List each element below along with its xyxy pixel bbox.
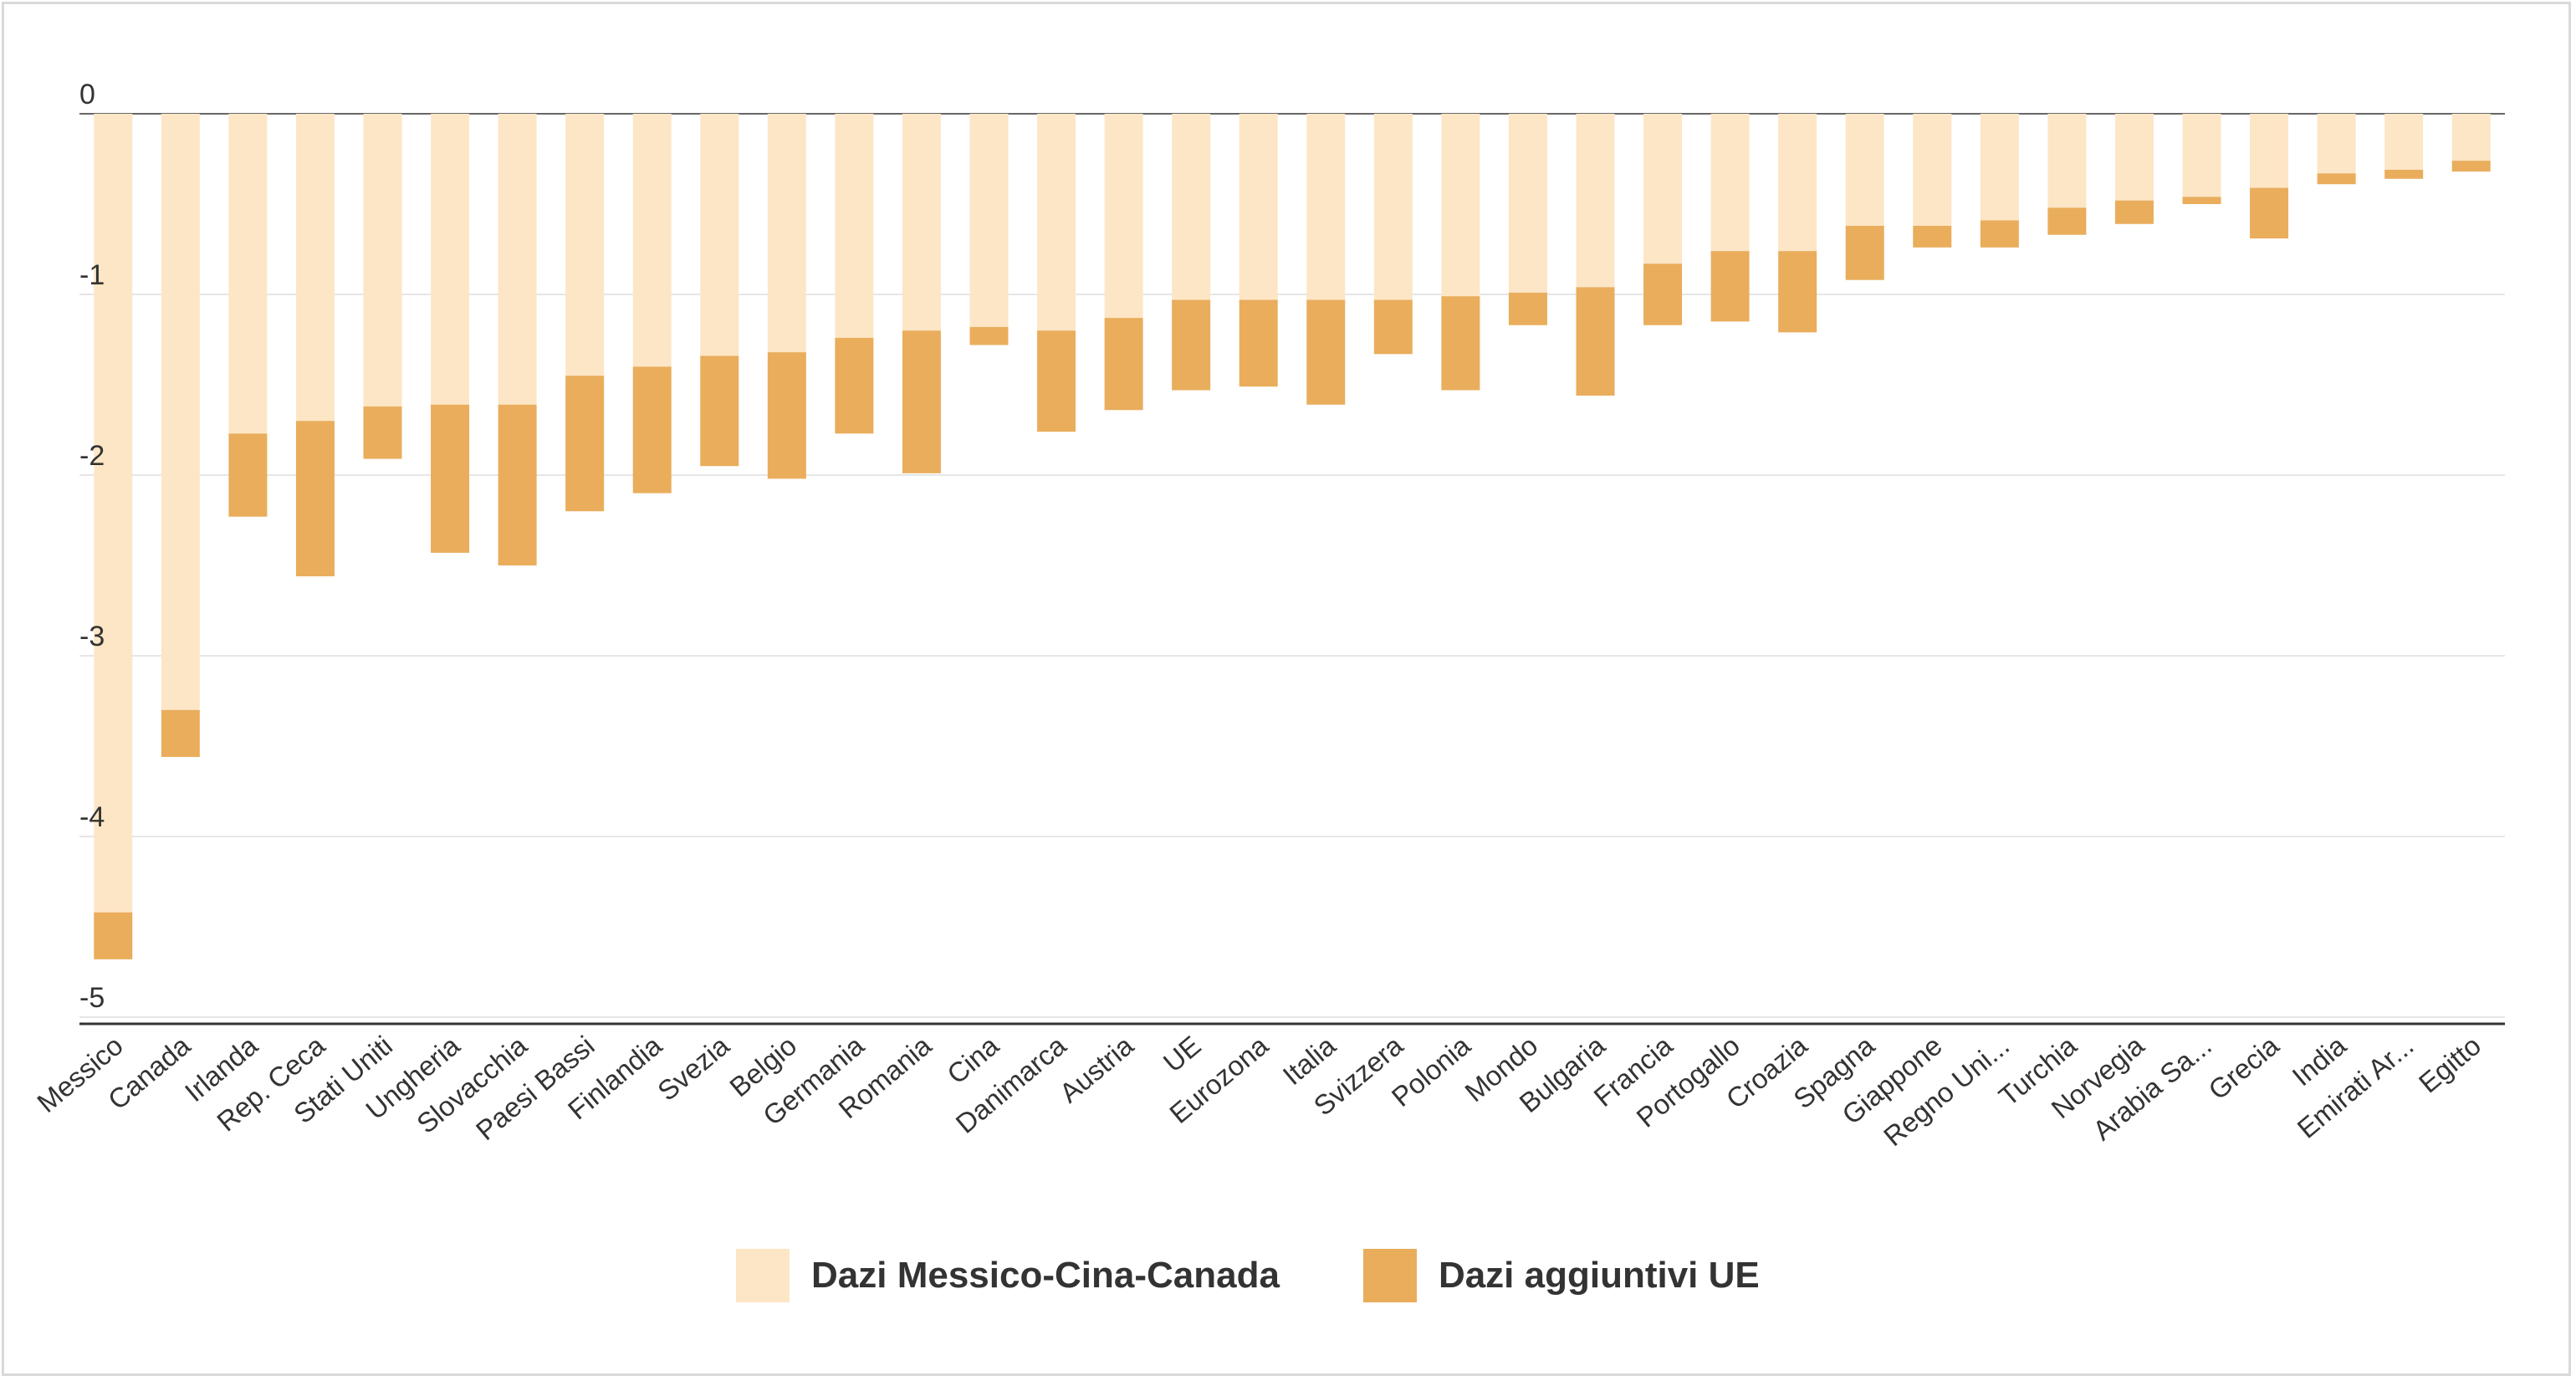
bar-segment-mexico-china-canada: [1172, 114, 1211, 300]
bar-segment-mexico-china-canada: [902, 114, 941, 331]
bar-segment-eu-tariffs: [902, 330, 941, 473]
legend-swatch-dark: [1362, 1249, 1417, 1302]
y-tick-label: -2: [79, 440, 105, 472]
bar-segment-mexico-china-canada: [2250, 114, 2289, 188]
y-tick-label: -3: [79, 621, 105, 652]
x-tick-label: Austria: [1054, 1030, 1140, 1109]
bar-segment-eu-tariffs: [363, 406, 402, 459]
bar-segment-mexico-china-canada: [1980, 114, 2019, 221]
bar-segment-mexico-china-canada: [2451, 114, 2491, 161]
bar-segment-eu-tariffs: [1778, 251, 1817, 333]
bar-segment-mexico-china-canada: [295, 114, 335, 422]
bar-segment-eu-tariffs: [1373, 299, 1413, 355]
bar-segment-mexico-china-canada: [1778, 114, 1817, 252]
x-tick-label: Svezia: [652, 1030, 735, 1107]
bar-segment-mexico-china-canada: [1104, 114, 1143, 319]
bar-segment-eu-tariffs: [431, 404, 470, 553]
bar-segment-mexico-china-canada: [2384, 114, 2424, 170]
bar-segment-mexico-china-canada: [835, 114, 874, 338]
bar-segment-mexico-china-canada: [565, 114, 605, 376]
y-tick-label: -1: [79, 259, 105, 291]
bar-segment-mexico-china-canada: [2114, 114, 2154, 201]
legend-label: Dazi Messico-Cina-Canada: [811, 1255, 1280, 1296]
bar-segment-eu-tariffs: [1104, 318, 1143, 411]
x-tick-label: Polonia: [1386, 1030, 1477, 1113]
bar-segment-mexico-china-canada: [94, 114, 133, 913]
bar-segment-mexico-china-canada: [1576, 114, 1615, 288]
bar-segment-mexico-china-canada: [969, 114, 1009, 327]
bar-segment-eu-tariffs: [1239, 299, 1278, 387]
bar-segment-eu-tariffs: [1037, 330, 1076, 432]
bar-segment-eu-tariffs: [228, 433, 268, 517]
bar-segment-eu-tariffs: [632, 366, 672, 494]
y-tick-label: -4: [79, 801, 105, 833]
bar-segment-eu-tariffs: [1576, 287, 1615, 396]
bar-segment-eu-tariffs: [1913, 225, 1952, 248]
bar-segment-mexico-china-canada: [498, 114, 537, 405]
bar-segment-eu-tariffs: [498, 404, 537, 565]
x-tick-label: Grecia: [2202, 1030, 2285, 1106]
bar-segment-eu-tariffs: [1172, 299, 1211, 391]
bar-segment-eu-tariffs: [700, 355, 739, 467]
gridlines: [79, 113, 2505, 1026]
bar-segment-eu-tariffs: [2451, 161, 2491, 172]
y-axis-ticks: 0 -1 -2 -3 -4 -5: [79, 79, 105, 1014]
bar-segment-mexico-china-canada: [2182, 114, 2221, 197]
bar-segment-eu-tariffs: [2182, 197, 2221, 204]
legend-swatch-light: [736, 1249, 790, 1302]
y-tick-label: -5: [79, 982, 105, 1014]
bar-segment-eu-tariffs: [2047, 207, 2087, 235]
x-tick-label: UE: [1158, 1030, 1207, 1078]
bar-segment-eu-tariffs: [835, 337, 874, 434]
bar-segment-mexico-china-canada: [700, 114, 739, 356]
bar-segment-eu-tariffs: [969, 326, 1009, 345]
bar-segment-mexico-china-canada: [1239, 114, 1278, 300]
bar-segment-mexico-china-canada: [1373, 114, 1413, 300]
bar-segment-eu-tariffs: [2317, 173, 2356, 185]
bars: [94, 114, 2491, 959]
bar-segment-mexico-china-canada: [1845, 114, 1884, 226]
bar-segment-mexico-china-canada: [767, 114, 806, 353]
bar-segment-eu-tariffs: [1306, 299, 1346, 405]
bar-segment-mexico-china-canada: [1441, 114, 1480, 297]
bar-segment-mexico-china-canada: [632, 114, 672, 367]
bar-segment-mexico-china-canada: [1306, 114, 1346, 300]
legend-item-eu-tariffs: Dazi aggiuntivi UE: [1362, 1249, 1760, 1302]
bar-segment-mexico-china-canada: [1913, 114, 1952, 226]
bar-segment-eu-tariffs: [295, 421, 335, 576]
x-tick-label: Egitto: [2413, 1030, 2487, 1099]
bar-segment-mexico-china-canada: [228, 114, 268, 434]
bar-segment-mexico-china-canada: [161, 114, 200, 710]
bar-segment-mexico-china-canada: [1037, 114, 1076, 331]
bar-segment-mexico-china-canada: [1710, 114, 1750, 252]
bar-segment-mexico-china-canada: [363, 114, 402, 407]
bar-segment-eu-tariffs: [1710, 251, 1750, 322]
legend-label: Dazi aggiuntivi UE: [1438, 1255, 1760, 1296]
bar-segment-eu-tariffs: [1441, 296, 1480, 391]
bar-segment-mexico-china-canada: [2317, 114, 2356, 174]
bar-segment-eu-tariffs: [1980, 220, 2019, 248]
legend: Dazi Messico-Cina-Canada Dazi aggiuntivi…: [736, 1246, 1843, 1305]
bar-segment-mexico-china-canada: [2047, 114, 2087, 208]
bar-segment-eu-tariffs: [2384, 169, 2424, 179]
bar-segment-eu-tariffs: [767, 352, 806, 479]
bar-segment-eu-tariffs: [1845, 225, 1884, 280]
bar-segment-eu-tariffs: [94, 912, 133, 959]
bar-segment-eu-tariffs: [1508, 292, 1547, 325]
bar-segment-eu-tariffs: [565, 376, 605, 512]
bar-segment-mexico-china-canada: [431, 114, 470, 405]
bar-segment-mexico-china-canada: [1643, 114, 1683, 264]
bar-segment-eu-tariffs: [1643, 263, 1683, 325]
y-tick-label: 0: [79, 79, 95, 110]
bar-segment-mexico-china-canada: [1508, 114, 1547, 293]
bar-segment-eu-tariffs: [2114, 200, 2154, 224]
legend-item-mexico-china-canada: Dazi Messico-Cina-Canada: [736, 1249, 1280, 1302]
bar-segment-eu-tariffs: [161, 709, 200, 757]
bar-segment-eu-tariffs: [2250, 187, 2289, 239]
